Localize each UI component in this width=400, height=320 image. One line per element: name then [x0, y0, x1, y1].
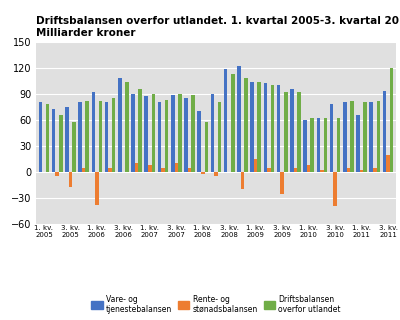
Bar: [330, 104, 333, 172]
Bar: [161, 168, 165, 172]
Bar: [165, 100, 168, 172]
Bar: [52, 109, 55, 172]
Bar: [297, 92, 301, 172]
Bar: [386, 155, 390, 172]
Text: Driftsbalansen overfor utlandet. 1. kvartal 2005-3. kvartal 2011.
Milliarder kro: Driftsbalansen overfor utlandet. 1. kvar…: [36, 16, 400, 38]
Bar: [144, 96, 148, 172]
Bar: [92, 92, 95, 172]
Bar: [112, 98, 116, 172]
Bar: [316, 118, 320, 172]
Bar: [224, 69, 228, 172]
Bar: [290, 89, 294, 172]
Bar: [303, 120, 307, 172]
Bar: [218, 102, 221, 172]
Bar: [373, 168, 377, 172]
Bar: [324, 118, 327, 172]
Bar: [108, 168, 112, 172]
Bar: [307, 165, 310, 172]
Bar: [86, 101, 89, 172]
Bar: [258, 82, 261, 172]
Bar: [82, 168, 86, 172]
Bar: [271, 85, 274, 172]
Bar: [105, 102, 108, 172]
Bar: [118, 78, 122, 172]
Bar: [333, 172, 337, 206]
Bar: [188, 168, 191, 172]
Bar: [184, 98, 188, 172]
Bar: [95, 172, 99, 205]
Bar: [284, 92, 288, 172]
Bar: [360, 170, 363, 172]
Bar: [264, 83, 267, 172]
Bar: [65, 107, 69, 172]
Bar: [337, 118, 340, 172]
Bar: [310, 118, 314, 172]
Bar: [174, 163, 178, 172]
Bar: [214, 172, 218, 176]
Bar: [383, 91, 386, 172]
Bar: [78, 102, 82, 172]
Bar: [38, 102, 42, 172]
Legend: Vare- og
tjenestebalansen, Rente- og
stønadsbalansen, Driftsbalansen
overfor utl: Vare- og tjenestebalansen, Rente- og stø…: [88, 292, 344, 317]
Bar: [138, 89, 142, 172]
Bar: [204, 122, 208, 172]
Bar: [350, 101, 354, 172]
Bar: [267, 168, 271, 172]
Bar: [148, 165, 152, 172]
Bar: [346, 168, 350, 172]
Bar: [152, 94, 155, 172]
Bar: [294, 168, 297, 172]
Bar: [231, 74, 234, 172]
Bar: [390, 68, 394, 172]
Bar: [320, 170, 324, 172]
Bar: [46, 104, 49, 172]
Bar: [158, 102, 161, 172]
Bar: [72, 122, 76, 172]
Bar: [59, 116, 62, 172]
Bar: [254, 159, 258, 172]
Bar: [201, 172, 204, 174]
Bar: [356, 115, 360, 172]
Bar: [370, 102, 373, 172]
Bar: [277, 85, 280, 172]
Bar: [237, 66, 241, 172]
Bar: [135, 163, 138, 172]
Bar: [178, 94, 182, 172]
Bar: [125, 83, 129, 172]
Bar: [69, 172, 72, 187]
Bar: [191, 95, 195, 172]
Bar: [198, 111, 201, 172]
Bar: [55, 172, 59, 176]
Bar: [250, 83, 254, 172]
Bar: [363, 102, 367, 172]
Bar: [211, 94, 214, 172]
Bar: [377, 101, 380, 172]
Bar: [171, 95, 174, 172]
Bar: [280, 172, 284, 194]
Bar: [131, 94, 135, 172]
Bar: [244, 78, 248, 172]
Bar: [343, 102, 346, 172]
Bar: [99, 101, 102, 172]
Bar: [241, 172, 244, 189]
